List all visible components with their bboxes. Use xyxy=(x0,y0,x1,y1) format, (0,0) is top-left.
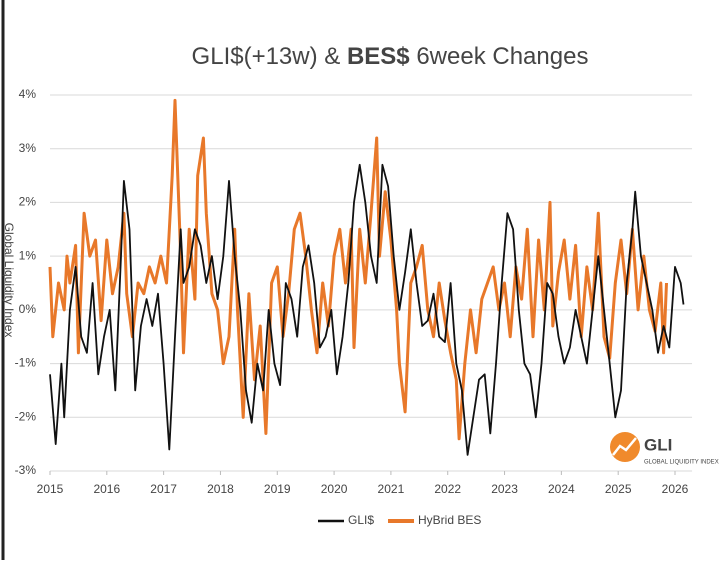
title-part: 6week Changes xyxy=(416,43,588,70)
x-tick-label: 2017 xyxy=(150,482,177,496)
y-tick-label: 4% xyxy=(19,87,37,101)
logo-icon xyxy=(610,432,640,462)
logo: GLI GLOBAL LIQUIDITY INDEX xyxy=(610,432,719,466)
logo-caption: GLOBAL LIQUIDITY INDEX xyxy=(644,460,719,466)
y-tick-label: -1% xyxy=(15,356,37,370)
legend-label: HyBrid BES xyxy=(418,513,481,527)
x-tick-label: 2022 xyxy=(434,482,461,496)
logo-mark: GLI xyxy=(644,435,672,454)
y-tick-label: 2% xyxy=(19,195,37,209)
x-tick-label: 2020 xyxy=(321,482,348,496)
x-tick-label: 2021 xyxy=(378,482,405,496)
x-tick-label: 2016 xyxy=(93,482,120,496)
y-tick-label: -2% xyxy=(15,409,37,423)
title-part: GLI$(+13w) & xyxy=(192,43,341,70)
chart-title: GLI$(+13w) & BES$ 6week Changes xyxy=(192,43,589,70)
x-tick-label: 2019 xyxy=(264,482,291,496)
x-tick-label: 2023 xyxy=(491,482,518,496)
title-bold: BES$ xyxy=(347,43,410,70)
x-tick-label: 2015 xyxy=(37,482,64,496)
y-tick-label: -3% xyxy=(15,463,37,477)
y-tick-label: 0% xyxy=(19,302,37,316)
series-line xyxy=(48,98,668,441)
x-tick-label: 2024 xyxy=(548,482,575,496)
x-tick-label: 2025 xyxy=(605,482,632,496)
x-tick-label: 2026 xyxy=(662,482,689,496)
series-line xyxy=(49,163,685,456)
x-tick-label: 2018 xyxy=(207,482,234,496)
legend-label: GLI$ xyxy=(348,513,374,527)
y-tick-label: 3% xyxy=(19,141,37,155)
logo-arrow xyxy=(612,437,637,456)
y-axis-label: Global Liquidity Index xyxy=(2,223,16,338)
y-tick-label: 1% xyxy=(19,248,37,262)
